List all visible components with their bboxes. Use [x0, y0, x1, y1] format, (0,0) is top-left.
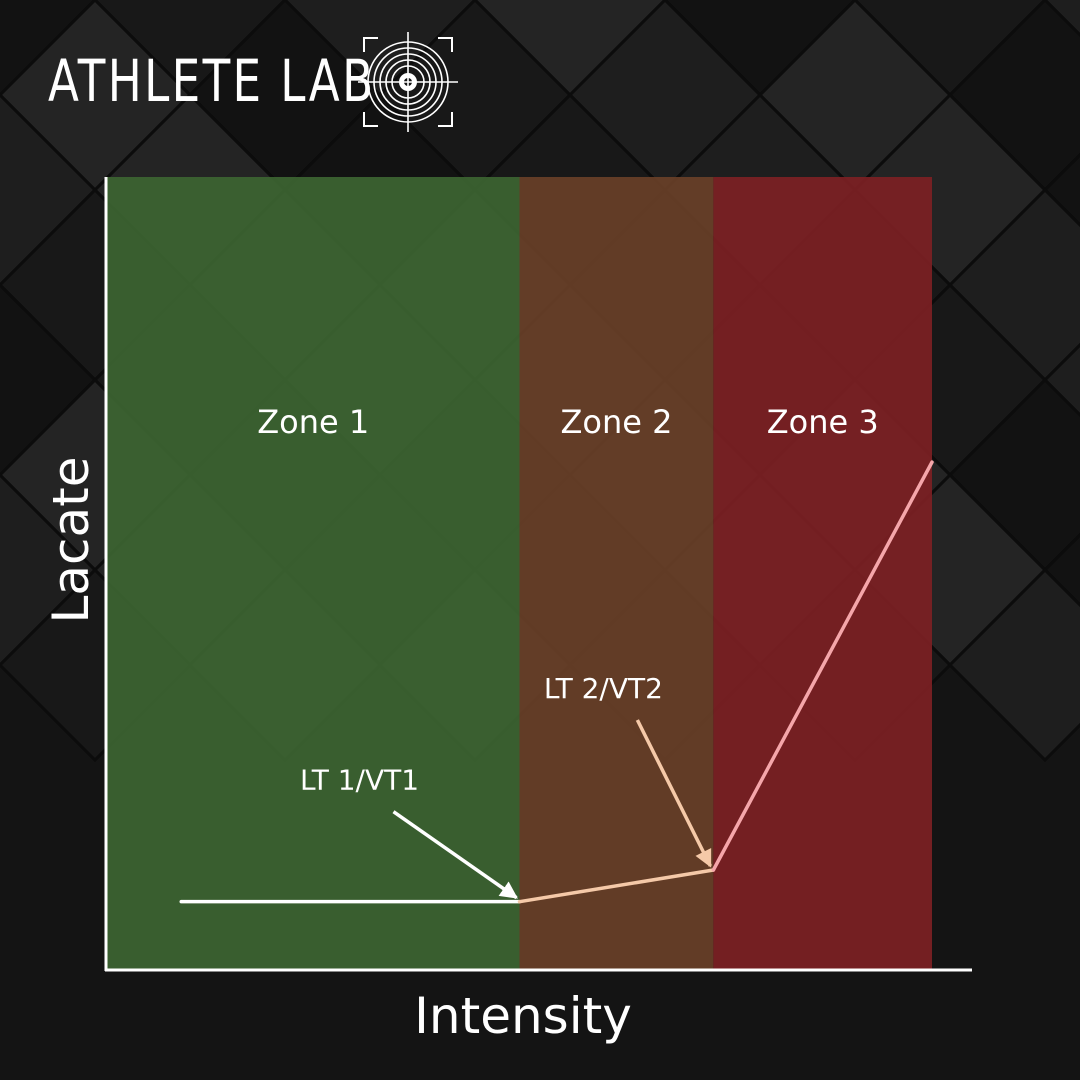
threshold-label: LT 1/VT1 [300, 764, 419, 797]
background-diamond [947, 567, 1080, 763]
zone-1-band [107, 177, 520, 969]
background-diamond [0, 92, 98, 288]
zone-1-label: Zone 1 [257, 403, 369, 441]
zone-2-band [519, 177, 714, 969]
background-diamond [1042, 152, 1080, 228]
background-diamond [0, 472, 98, 668]
threshold-label: LT 2/VT2 [544, 672, 663, 705]
athlete-lab-logo: ATHLETE LAB [48, 32, 468, 132]
background-diamond [1042, 532, 1080, 608]
target-crosshair-icon [358, 32, 458, 132]
zone-2-label: Zone 2 [560, 403, 672, 441]
background-diamond [1042, 342, 1080, 418]
background-diamond [0, 282, 98, 478]
threshold-arrow [635, 719, 712, 868]
threshold-arrow [392, 810, 518, 900]
x-axis-label: Intensity [414, 987, 632, 1045]
y-axis-label: Lacate [42, 457, 100, 624]
zone-3-band [713, 177, 932, 969]
lactate-curve-segment [517, 868, 716, 904]
brand-name: ATHLETE LAB [48, 47, 376, 115]
zone-3-label: Zone 3 [767, 403, 879, 441]
lactate-curve-segment [711, 460, 934, 872]
